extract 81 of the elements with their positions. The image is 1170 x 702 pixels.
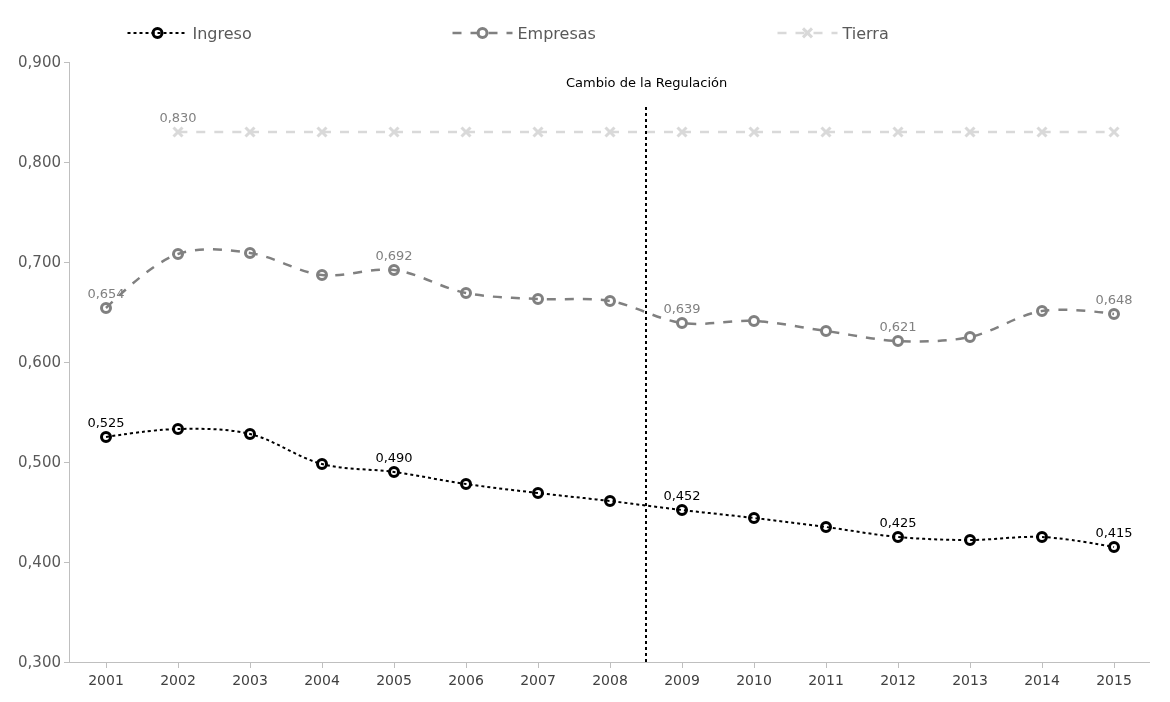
x-tick-label: 2001 bbox=[88, 671, 124, 688]
x-tick-label: 2005 bbox=[376, 671, 412, 688]
y-tick-label: 0,600 bbox=[18, 353, 61, 372]
x-tick-label: 2014 bbox=[1024, 671, 1060, 688]
point bbox=[964, 331, 976, 343]
point bbox=[1036, 531, 1048, 543]
y-tick-label: 0,800 bbox=[18, 153, 61, 172]
point bbox=[244, 428, 256, 440]
point bbox=[1108, 308, 1120, 320]
y-tick-label: 0,400 bbox=[18, 553, 61, 572]
x-tick-label: 2003 bbox=[232, 671, 268, 688]
point bbox=[1036, 126, 1048, 138]
point bbox=[1036, 305, 1048, 317]
point bbox=[316, 269, 328, 281]
point bbox=[316, 126, 328, 138]
data-label: 0,425 bbox=[879, 515, 917, 531]
x-tick-label: 2011 bbox=[808, 671, 844, 688]
point bbox=[748, 315, 760, 327]
point bbox=[676, 504, 688, 516]
point bbox=[388, 126, 400, 138]
point bbox=[604, 495, 616, 507]
legend-label: Empresas bbox=[517, 24, 596, 44]
point bbox=[820, 126, 832, 138]
point bbox=[604, 295, 616, 307]
data-label: 0,648 bbox=[1095, 292, 1133, 308]
data-label: 0,639 bbox=[663, 301, 701, 317]
ref-line-label: Cambio de la Regulación bbox=[566, 75, 728, 90]
x-tick-label: 2008 bbox=[592, 671, 628, 688]
y-tick-label: 0,500 bbox=[18, 453, 61, 472]
point bbox=[964, 126, 976, 138]
data-label: 0,621 bbox=[879, 319, 917, 335]
point bbox=[532, 487, 544, 499]
point bbox=[460, 126, 472, 138]
point bbox=[316, 458, 328, 470]
x-tick-label: 2004 bbox=[304, 671, 340, 688]
point bbox=[748, 126, 760, 138]
point bbox=[460, 478, 472, 490]
x-tick-label: 2010 bbox=[736, 671, 772, 688]
data-label: 0,830 bbox=[159, 110, 197, 126]
point bbox=[172, 126, 184, 138]
point bbox=[748, 512, 760, 524]
data-label: 0,692 bbox=[375, 248, 413, 264]
point bbox=[676, 317, 688, 329]
y-tick-label: 0,700 bbox=[18, 253, 61, 272]
x-tick-label: 2006 bbox=[448, 671, 484, 688]
point bbox=[388, 264, 400, 276]
legend-label: Ingreso bbox=[192, 24, 252, 44]
x-tick-label: 2012 bbox=[880, 671, 916, 688]
point bbox=[1108, 541, 1120, 553]
point bbox=[964, 534, 976, 546]
y-tick-label: 0,900 bbox=[18, 53, 61, 72]
y-tick-label: 0,300 bbox=[18, 653, 61, 672]
point bbox=[172, 248, 184, 260]
data-label: 0,490 bbox=[375, 450, 413, 466]
x-tick-label: 2009 bbox=[664, 671, 700, 688]
point bbox=[676, 126, 688, 138]
point bbox=[892, 531, 904, 543]
point bbox=[892, 335, 904, 347]
x-tick-label: 2015 bbox=[1096, 671, 1132, 688]
x-tick-label: 2007 bbox=[520, 671, 556, 688]
legend-label: Tierra bbox=[841, 24, 889, 44]
point bbox=[388, 466, 400, 478]
point bbox=[172, 423, 184, 435]
point bbox=[892, 126, 904, 138]
data-label: 0,525 bbox=[87, 415, 125, 431]
x-tick-label: 2013 bbox=[952, 671, 988, 688]
point bbox=[244, 126, 256, 138]
point bbox=[460, 287, 472, 299]
point bbox=[100, 302, 112, 314]
data-label: 0,654 bbox=[87, 286, 125, 302]
point bbox=[532, 293, 544, 305]
point bbox=[100, 431, 112, 443]
point bbox=[820, 325, 832, 337]
data-label: 0,452 bbox=[663, 488, 701, 504]
point bbox=[244, 247, 256, 259]
data-label: 0,415 bbox=[1095, 525, 1133, 541]
point bbox=[532, 126, 544, 138]
point bbox=[1108, 126, 1120, 138]
point bbox=[820, 521, 832, 533]
x-tick-label: 2002 bbox=[160, 671, 196, 688]
point bbox=[604, 126, 616, 138]
